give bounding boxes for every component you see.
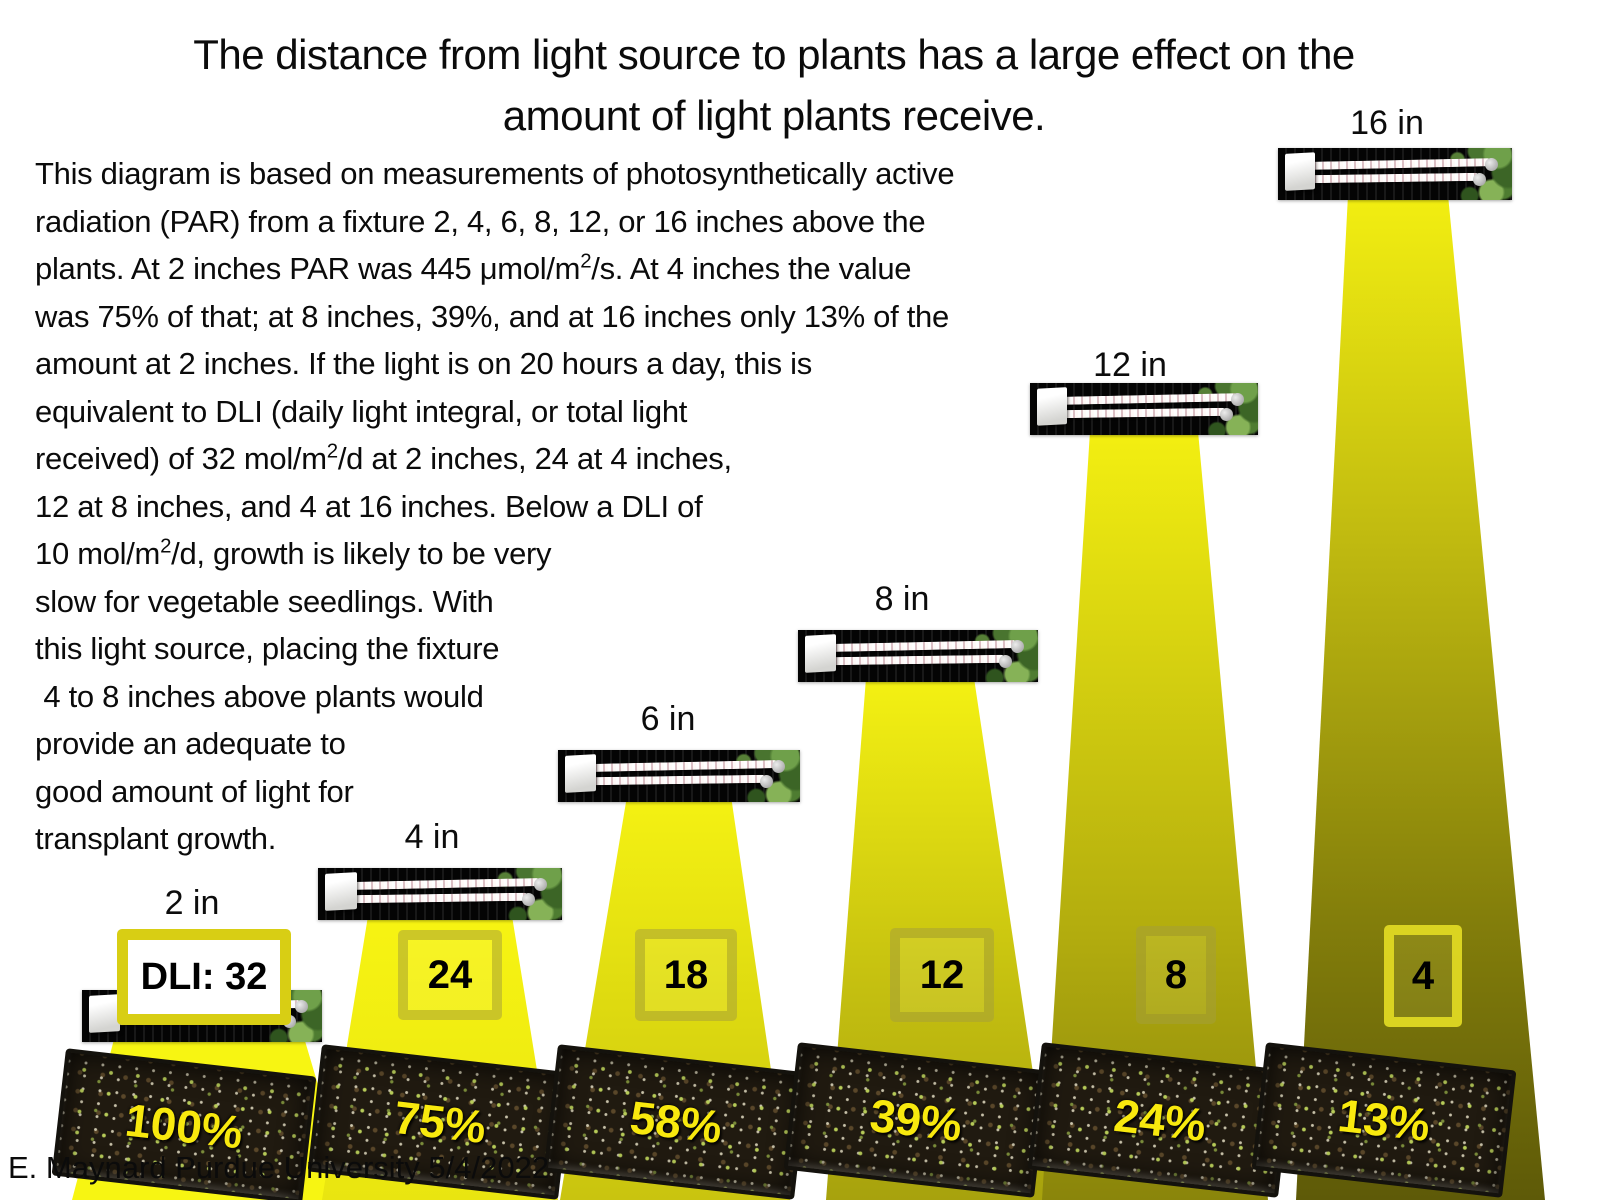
tube-end-knob — [1231, 393, 1245, 407]
dli-value-box: 8 — [1136, 926, 1216, 1024]
tube-end-knob — [1219, 407, 1233, 421]
tube-end-knob — [294, 1000, 308, 1014]
light-fixture-image — [558, 750, 800, 802]
fixture-endcap — [1285, 152, 1316, 192]
tube-end-knob — [760, 774, 774, 788]
height-label: 12 in — [1093, 346, 1167, 384]
tube-end-knob — [534, 878, 548, 892]
percent-label: 24% — [1111, 1088, 1209, 1152]
body-paragraph: This diagram is based on measurements of… — [35, 156, 955, 856]
dli-value-box: DLI: 32 — [117, 929, 291, 1025]
seedling-tray-image: 39% — [783, 1042, 1049, 1198]
tube-end-knob — [522, 892, 536, 906]
dli-value: 12 — [919, 952, 965, 997]
page-title: The distance from light source to plants… — [193, 31, 1355, 139]
percent-label: 13% — [1335, 1088, 1433, 1152]
height-label: 16 in — [1350, 104, 1424, 142]
light-fixture-image — [1030, 383, 1258, 435]
dli-value: 18 — [663, 952, 709, 997]
tube-end-knob — [1473, 172, 1487, 186]
fixture-endcap — [89, 994, 121, 1034]
seedling-tray-image: 13% — [1251, 1042, 1517, 1198]
percent-label: 75% — [391, 1090, 489, 1154]
fixture-endcap — [325, 872, 358, 912]
attribution-text: E. Maynard Purdue University 5/4/2022 — [8, 1150, 550, 1185]
dli-value-box: 18 — [635, 929, 737, 1021]
height-label: 8 in — [874, 580, 930, 618]
dli-value-box: 12 — [890, 928, 994, 1022]
light-fixture-image — [798, 630, 1038, 682]
dli-value-box: 4 — [1384, 925, 1462, 1027]
light-fixture-image — [1278, 148, 1512, 200]
dli-value: 24 — [427, 952, 473, 997]
percent-label: 39% — [867, 1088, 965, 1152]
dli-value: 8 — [1164, 952, 1188, 997]
fixture-endcap — [1036, 387, 1067, 427]
tube-end-knob — [998, 654, 1012, 668]
height-label: 4 in — [404, 818, 460, 856]
height-label: 6 in — [640, 700, 696, 738]
percent-label: 58% — [627, 1090, 725, 1154]
dli-value: DLI: 32 — [140, 955, 268, 998]
dli-value: 4 — [1411, 953, 1435, 998]
tube-end-knob — [772, 760, 786, 774]
tube-end-knob — [1010, 640, 1024, 654]
dli-value-box: 24 — [398, 930, 502, 1020]
light-fixture-image — [318, 868, 562, 920]
tube-end-knob — [1484, 158, 1498, 172]
height-label: 2 in — [164, 884, 220, 922]
